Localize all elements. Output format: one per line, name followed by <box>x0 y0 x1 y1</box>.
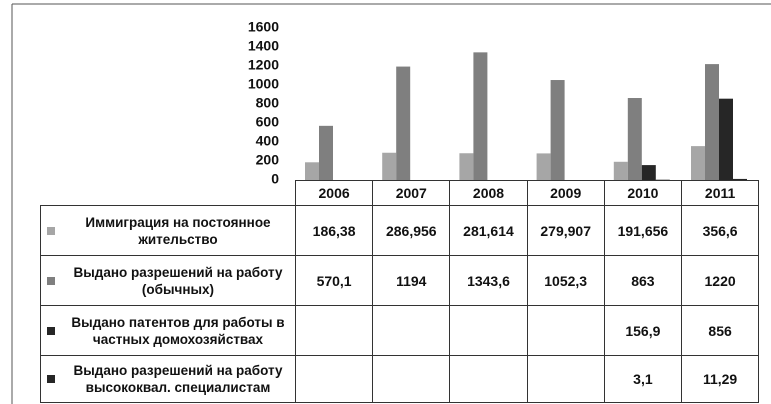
table-cell: 11,29 <box>681 355 760 403</box>
table-cell <box>449 305 528 356</box>
x-tick-label: 2009 <box>526 180 605 206</box>
legend-entry: Иммиграция на постоянное жительство <box>40 205 296 256</box>
bar <box>459 153 474 180</box>
data-label: 281,614 <box>463 222 514 239</box>
bar <box>473 52 488 180</box>
legend-key <box>47 326 55 335</box>
table-cell: 191,656 <box>603 205 682 256</box>
data-label: 863 <box>631 272 655 289</box>
table-cell: 1052,3 <box>526 255 605 306</box>
legend-key <box>47 375 55 383</box>
bar <box>705 64 719 180</box>
data-label: 156,9 <box>625 322 661 339</box>
data-label: 279,907 <box>540 222 591 239</box>
table-cell: 286,956 <box>372 205 451 256</box>
y-tick-label: 1000 <box>248 76 279 92</box>
legend-key <box>47 276 55 285</box>
data-label: 1343,6 <box>467 272 510 289</box>
bar <box>319 125 333 180</box>
bar <box>719 98 733 180</box>
table-cell: 1194 <box>372 255 451 306</box>
table-cell: 279,907 <box>526 205 605 256</box>
table-cell: 186,38 <box>295 205 374 256</box>
table-cell <box>295 305 374 356</box>
table-cell <box>372 305 451 356</box>
data-label: 1220 <box>704 272 736 289</box>
legend-label: Выдано разрешений на работу (обычных) <box>73 264 283 297</box>
data-label: 286,956 <box>385 222 437 239</box>
table-cell: 1220 <box>681 255 760 306</box>
y-tick-label: 400 <box>256 133 280 149</box>
bar <box>691 146 705 180</box>
legend-key <box>47 226 55 235</box>
x-tick-label: 2011 <box>681 180 760 206</box>
data-label: 856 <box>708 322 732 339</box>
bar <box>733 178 747 180</box>
y-tick-label: 200 <box>256 152 280 168</box>
y-tick-label: 0 <box>271 171 279 187</box>
x-tick-label: 2007 <box>372 180 451 206</box>
data-label: 570,1 <box>316 272 352 289</box>
data-label: 186,38 <box>312 222 356 239</box>
legend-label: Иммиграция на постоянное жительство <box>85 214 271 247</box>
data-label: 3,1 <box>633 371 653 387</box>
data-label: 356,6 <box>702 222 738 239</box>
table-cell: 156,9 <box>603 305 682 356</box>
table-cell <box>295 355 374 403</box>
table-cell: 863 <box>603 255 682 306</box>
bar <box>396 66 411 180</box>
table-cell: 3,1 <box>603 355 682 403</box>
data-label: 11,29 <box>702 371 738 387</box>
data-label: 1052,3 <box>544 272 588 289</box>
table-cell <box>449 355 528 403</box>
x-tick-label: 2006 <box>295 180 374 206</box>
bar <box>382 152 397 180</box>
bar <box>550 80 565 180</box>
x-tick-label: 2010 <box>603 180 682 206</box>
y-tick-label: 600 <box>256 114 280 130</box>
y-tick-label: 800 <box>256 95 280 111</box>
table-cell: 356,6 <box>681 205 760 256</box>
legend-entry: Выдано разрешений на работу (обычных) <box>40 255 296 306</box>
legend-entry: Выдано разрешений на работу высококвал. … <box>40 355 296 403</box>
table-cell <box>372 355 451 403</box>
y-tick-label: 1200 <box>248 57 279 73</box>
data-label: 1194 <box>396 272 427 289</box>
bar <box>305 162 319 180</box>
table-cell: 856 <box>681 305 760 356</box>
data-label: 191,656 <box>617 222 669 239</box>
y-tick-label: 1400 <box>248 38 279 54</box>
bar <box>627 98 642 180</box>
x-tick-label: 2008 <box>449 180 528 206</box>
bar <box>613 161 628 180</box>
y-tick-label: 1600 <box>248 19 279 35</box>
table-cell <box>526 305 605 356</box>
table-cell: 1343,6 <box>449 255 528 306</box>
bar <box>641 165 656 180</box>
legend-entry: Выдано патентов для работы в частных дом… <box>40 305 296 356</box>
bar <box>536 153 551 180</box>
table-cell <box>526 355 605 403</box>
table-cell: 570,1 <box>295 255 374 306</box>
table-cell: 281,614 <box>449 205 528 256</box>
legend-label: Выдано разрешений на работу высококвал. … <box>73 363 283 395</box>
legend-label: Выдано патентов для работы в частных дом… <box>71 314 285 347</box>
